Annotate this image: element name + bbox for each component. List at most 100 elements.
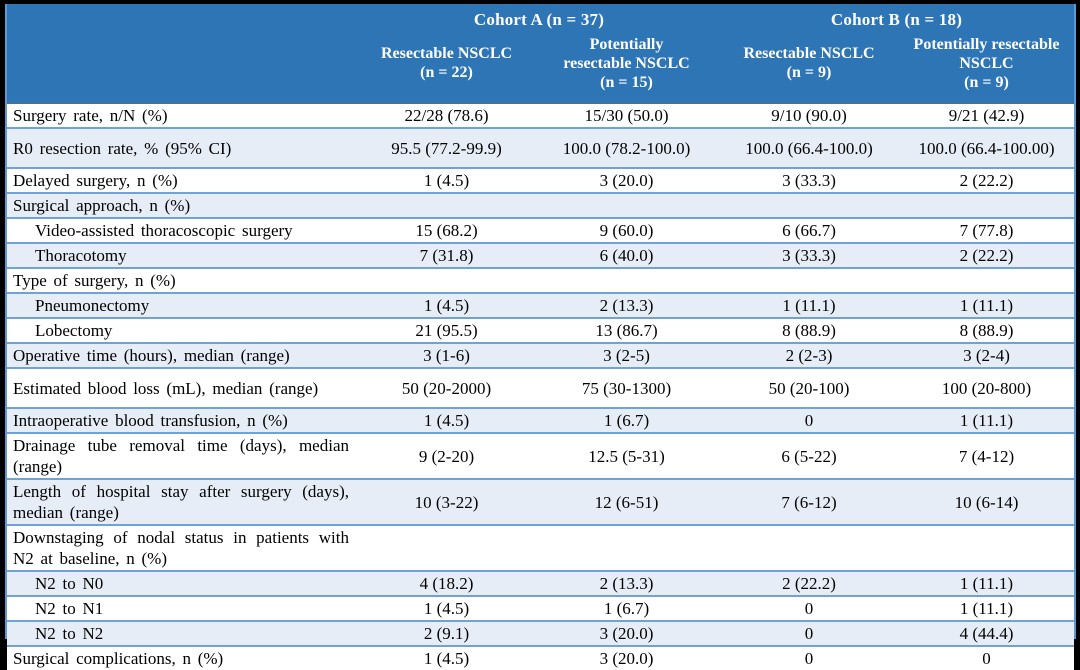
cohort-header-row: Cohort A (n = 37) Cohort B (n = 18) [7,4,1074,30]
cell-value: 10 (6-14) [954,492,1019,512]
column-header: Potentially resectable NSCLC (n = 9) [913,35,1060,91]
cell-value: 1 (4.5) [423,171,470,190]
table-row: N2 to N0 4 (18.2) 2 (13.3) 2 (22.2) 1 (11.1) [7,570,1074,595]
row-label: N2 to N1 [35,599,104,618]
cell-value: 15/30 (50.0) [584,106,669,125]
cell-value: 7 (4-12) [958,446,1015,466]
table-row: Lobectomy 21 (95.5) 13 (86.7) 8 (88.9) 8 (88… [7,317,1074,342]
cell-value: 1 (4.5) [423,649,470,668]
header-corner-spacer [7,10,359,30]
row-label: Surgical approach, n (%) [13,196,191,215]
cell-value [359,205,534,207]
cell-value [899,205,1074,207]
table-row: Delayed surgery, n (%) 1 (4.5) 3 (20.0) 3 (… [7,167,1074,192]
cell-value: 12.5 (5-31) [588,446,665,466]
cell-value: 10 (3-22) [414,492,479,512]
cell-value: 2 (2-3) [785,346,833,365]
cell-value: 2 (22.2) [959,171,1014,190]
cell-value [534,280,719,282]
cell-value [899,280,1074,282]
cell-value: 95.5 (77.2-99.9) [391,138,502,158]
table-row: Downstaging of nodal status in patients … [7,524,1074,570]
cell-value [719,280,899,282]
cell-value: 100.0 (66.4-100.0) [745,138,873,158]
cell-value: 6 (66.7) [782,221,836,240]
cell-value: 2 (13.3) [599,574,654,593]
cell-value: 3 (2-5) [603,346,650,365]
table-row: Thoracotomy 7 (31.8) 6 (40.0) 3 (33.3) 2 (22… [7,242,1074,267]
cell-value: 1 (11.1) [959,599,1014,618]
cell-value: 3 (2-4) [963,346,1010,365]
cell-value: 2 (9.1) [423,624,470,643]
row-label: Length of hospital stay after surgery (d… [13,482,349,522]
cohort-a-header: Cohort A (n = 37) [473,10,605,29]
cell-value: 21 (95.5) [415,321,478,340]
row-label: Thoracotomy [35,246,127,265]
cell-value: 9/10 (90.0) [771,106,847,125]
table-body: Surgery rate, n/N (%) 22/28 (78.6) 15/30 (… [7,104,1074,670]
column-header-row: Resectable NSCLC (n = 22) Potentially res… [7,30,1074,102]
cell-value: 75 (30-1300) [581,378,672,398]
cell-value: 1 (11.1) [959,296,1014,315]
cell-value: 50 (20-100) [768,378,850,398]
table-row: Operative time (hours), median (range) 3 … [7,342,1074,367]
cell-value: 6 (5-22) [781,446,837,466]
table-row: Estimated blood loss (mL), median (range… [7,367,1074,407]
cell-value: 9/21 (42.9) [948,106,1025,125]
cell-value: 2 (22.2) [959,246,1014,265]
cell-value [719,547,899,549]
table-row: Pneumonectomy 1 (4.5) 2 (13.3) 1 (11.1) 1 (1… [7,292,1074,317]
cell-value: 0 [804,624,814,643]
cell-value: 3 (20.0) [599,624,654,643]
cell-value: 3 (20.0) [599,649,654,668]
row-label: N2 to N2 [35,624,104,643]
cell-value [719,205,899,207]
cell-value: 8 (88.9) [959,321,1014,340]
surgical-outcomes-table: Cohort A (n = 37) Cohort B (n = 18) Rese… [5,4,1076,670]
cell-value: 2 (13.3) [599,296,654,315]
row-label: Drainage tube removal time (days), media… [13,436,349,476]
table-row: Surgery rate, n/N (%) 22/28 (78.6) 15/30 (… [7,104,1074,127]
cell-value: 0 [982,649,991,668]
cell-value: 4 (18.2) [419,574,474,593]
cell-value: 1 (4.5) [423,599,470,618]
cell-value: 4 (44.4) [959,624,1014,643]
cohort-b-header: Cohort B (n = 18) [830,10,963,29]
cell-value: 15 (68.2) [415,221,478,240]
column-header: Potentially resectable NSCLC (n = 15) [563,35,690,91]
row-label: Operative time (hours), median (range) [13,346,290,365]
table-frame: Cohort A (n = 37) Cohort B (n = 18) Rese… [5,4,1076,670]
cell-value: 2 (22.2) [782,574,836,593]
cell-value: 100.0 (78.2-100.0) [562,138,691,158]
row-label: Delayed surgery, n (%) [13,171,178,190]
row-label: Intraoperative blood transfusion, n (%) [13,411,288,430]
cell-value [359,280,534,282]
cell-value: 12 (6-51) [594,492,659,512]
table-header: Cohort A (n = 37) Cohort B (n = 18) Rese… [7,4,1074,104]
cell-value: 3 (1-6) [423,346,470,365]
cell-value: 9 (60.0) [599,221,654,240]
cell-value: 3 (33.3) [782,246,836,265]
column-header: Resectable NSCLC (n = 9) [743,45,875,81]
cell-value: 9 (2-20) [418,446,475,466]
table-row: N2 to N1 1 (4.5) 1 (6.7) 0 1 (11.1) [7,595,1074,620]
cell-value: 7 (6-12) [781,492,837,512]
table-row: Surgical approach, n (%) [7,192,1074,217]
cell-value: 7 (31.8) [419,246,474,265]
cell-value: 1 (4.5) [423,296,470,315]
table-row: N2 to N2 2 (9.1) 3 (20.0) 0 4 (44.4) [7,620,1074,645]
table-row: R0 resection rate, % (95% CI) 95.5 (77.2-… [7,127,1074,167]
cell-value: 0 [804,411,814,430]
cell-value: 7 (77.8) [959,221,1014,240]
row-label: Surgery rate, n/N (%) [13,106,168,125]
cell-value: 1 (11.1) [782,296,836,315]
cell-value [534,205,719,207]
cell-value: 1 (4.5) [423,411,470,430]
table-row: Type of surgery, n (%) [7,267,1074,292]
row-label: R0 resection rate, % (95% CI) [13,138,232,158]
row-label: Surgical complications, n (%) [13,649,224,668]
cell-value: 100 (20-800) [941,378,1032,398]
cell-value: 3 (33.3) [782,171,836,190]
column-header: Resectable NSCLC (n = 22) [380,45,513,81]
table-row: Intraoperative blood transfusion, n (%) 1… [7,407,1074,432]
